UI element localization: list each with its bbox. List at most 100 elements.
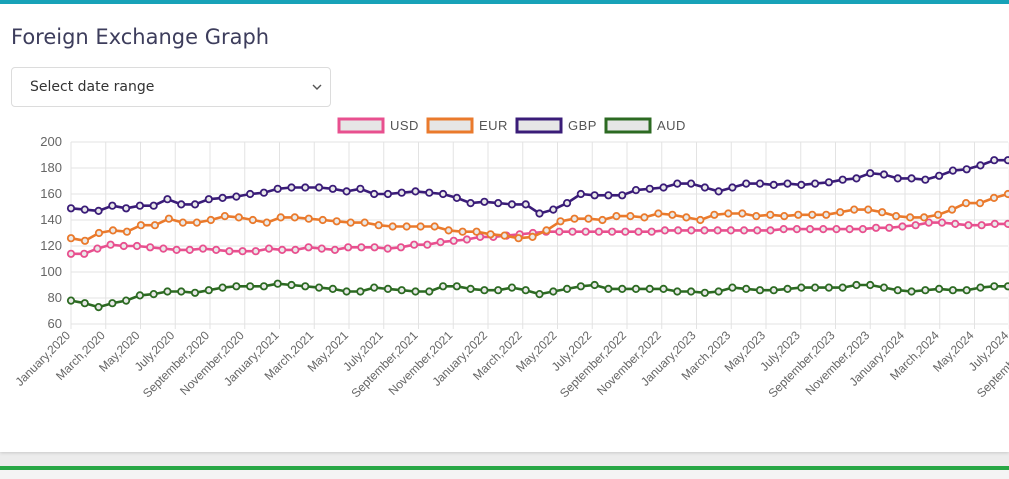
data-point-eur <box>570 214 579 223</box>
data-point-gbp <box>618 191 627 200</box>
legend-item-gbp[interactable]: GBP <box>515 117 597 134</box>
data-point-aud <box>755 286 765 295</box>
data-point-usd <box>766 226 775 235</box>
data-point-usd <box>726 226 735 235</box>
legend-swatch-aud <box>604 117 652 134</box>
data-point-eur <box>528 232 537 242</box>
data-point-usd <box>383 244 392 253</box>
data-point-aud <box>507 283 517 292</box>
data-point-aud <box>769 286 778 295</box>
legend-swatch-gbp <box>515 117 563 134</box>
data-point-aud <box>425 287 434 296</box>
data-point-eur <box>416 222 425 231</box>
data-point-eur <box>486 230 495 239</box>
series-aud <box>66 279 1009 312</box>
legend-item-eur[interactable]: EUR <box>426 117 508 134</box>
data-point-usd <box>555 227 564 236</box>
data-point-aud <box>604 284 613 293</box>
data-point-aud <box>494 286 503 295</box>
data-point-gbp <box>328 184 337 193</box>
data-point-aud <box>135 291 144 300</box>
data-point-eur <box>668 210 677 219</box>
data-point-aud <box>370 283 379 292</box>
data-point-gbp <box>383 189 393 199</box>
data-point-aud <box>521 286 530 295</box>
data-point-usd <box>819 225 828 234</box>
data-point-usd <box>845 225 854 234</box>
data-point-aud <box>700 288 709 297</box>
data-point-aud <box>535 290 544 299</box>
data-point-eur <box>402 222 411 231</box>
data-point-usd <box>251 247 260 256</box>
data-point-usd <box>225 247 234 256</box>
data-point-usd <box>357 243 366 252</box>
data-point-eur <box>136 221 146 230</box>
data-point-gbp <box>301 183 310 192</box>
data-point-aud <box>948 286 957 295</box>
data-point-eur <box>794 210 803 219</box>
data-point-aud <box>287 280 296 290</box>
legend-swatch-eur <box>426 117 474 134</box>
data-point-aud <box>659 284 668 293</box>
data-point-aud <box>80 299 89 308</box>
data-point-aud <box>645 284 654 293</box>
data-point-aud <box>797 283 806 292</box>
data-point-aud <box>549 287 558 296</box>
data-point-eur <box>234 213 243 222</box>
data-point-eur <box>458 227 467 236</box>
data-point-usd <box>185 245 194 254</box>
data-point-gbp <box>797 180 806 190</box>
data-point-aud <box>466 284 475 293</box>
data-point-gbp <box>356 184 365 193</box>
data-point-gbp <box>549 205 558 214</box>
data-point-eur <box>108 226 118 235</box>
legend-item-usd[interactable]: USD <box>337 117 419 134</box>
data-point-aud <box>838 283 847 292</box>
data-point-gbp <box>893 174 902 183</box>
data-point-eur <box>947 205 957 214</box>
data-point-eur <box>388 222 397 231</box>
data-point-eur <box>864 205 873 214</box>
data-point-gbp <box>783 179 792 188</box>
data-point-eur <box>989 193 999 203</box>
y-tick-label: 80 <box>48 290 62 305</box>
data-point-aud <box>852 280 861 290</box>
data-point-usd <box>198 244 208 253</box>
series-line-usd <box>71 221 1008 256</box>
data-point-gbp <box>246 189 255 199</box>
data-point-gbp <box>108 201 117 210</box>
data-point-aud <box>824 283 833 292</box>
data-point-usd <box>951 219 960 229</box>
data-point-eur <box>556 217 565 226</box>
footer-accent-bar <box>0 466 1009 470</box>
data-point-gbp <box>590 191 599 200</box>
data-point-usd <box>924 218 933 227</box>
data-point-gbp <box>535 209 544 218</box>
data-point-eur <box>892 212 901 221</box>
data-point-eur <box>472 227 481 236</box>
data-point-aud <box>246 282 255 291</box>
data-point-gbp <box>645 184 654 193</box>
data-point-eur <box>919 213 929 222</box>
date-range-select[interactable]: Select date range <box>11 67 331 107</box>
legend-swatch-usd <box>337 117 385 134</box>
data-point-eur <box>598 215 607 225</box>
data-point-usd <box>93 244 102 253</box>
data-point-eur <box>1003 189 1009 199</box>
data-point-usd <box>462 235 472 244</box>
data-point-usd <box>779 225 788 234</box>
data-point-usd <box>871 223 881 232</box>
legend-item-aud[interactable]: AUD <box>604 117 686 134</box>
data-point-eur <box>66 234 76 243</box>
data-point-gbp <box>480 197 489 206</box>
data-point-usd <box>647 227 656 236</box>
data-point-gbp <box>507 200 517 209</box>
data-point-gbp <box>879 170 889 179</box>
data-point-eur <box>290 213 299 222</box>
data-point-usd <box>858 225 867 234</box>
data-point-usd <box>832 225 841 234</box>
data-point-eur <box>500 231 509 240</box>
data-point-gbp <box>907 174 916 183</box>
data-point-eur <box>318 215 327 225</box>
data-point-eur <box>961 199 971 208</box>
